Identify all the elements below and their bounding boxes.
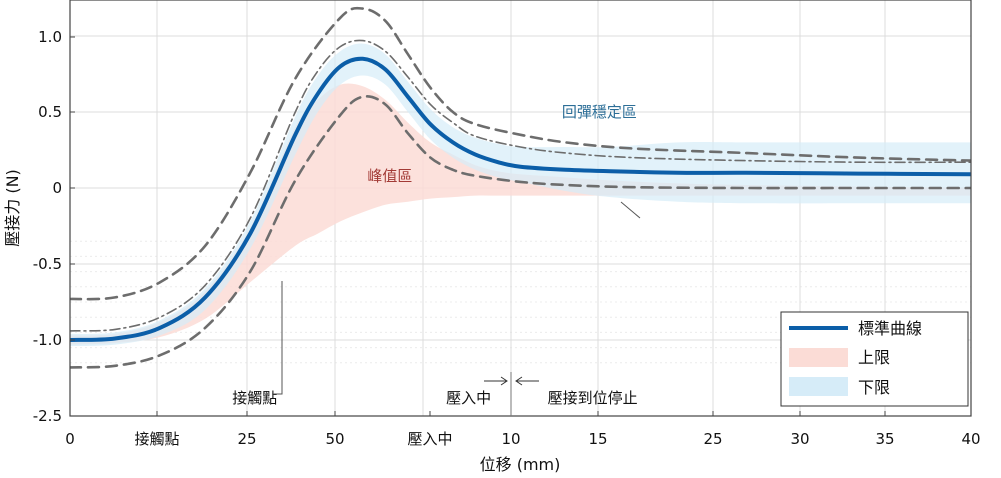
standard-curve-line — [70, 56, 971, 342]
annotation-3: 壓入中 — [446, 389, 491, 407]
x-tick-label-9: 35 — [875, 430, 894, 448]
x-tick-label-10: 40 — [961, 430, 980, 448]
contact-point-leader — [272, 281, 283, 395]
lower-limit-band — [70, 43, 971, 347]
bands — [70, 43, 971, 347]
x-tick-label-6: 15 — [588, 430, 607, 448]
legend-label-0: 標準曲線 — [858, 319, 922, 338]
y-axis-title: 壓接力 (N) — [3, 169, 22, 247]
annotation-2: 接觸點 — [232, 389, 277, 407]
x-tick-label-3: 50 — [325, 430, 344, 448]
annotation-0: 回彈穩定區 — [562, 103, 637, 121]
x-tick-label-8: 30 — [790, 430, 809, 448]
x-tick-label-5: 10 — [501, 430, 520, 448]
y-tick-label-4: -1.0 — [33, 331, 62, 349]
dash-dot-limit-line — [70, 39, 971, 332]
legend-label-1: 上限 — [858, 348, 890, 367]
y-tick-label-3: -0.5 — [33, 255, 62, 273]
outer-upper-dashed-line — [70, 6, 971, 301]
plot-frame — [69, 0, 972, 417]
x-tick-label-0: 0 — [65, 430, 75, 448]
stable-zone-leader — [620, 201, 641, 219]
legend-label-2: 下限 — [858, 378, 890, 397]
y-tick-label-1: 0.5 — [38, 103, 62, 121]
arrow-left — [515, 376, 539, 386]
y-tick-label-2: 0 — [52, 179, 62, 197]
outer-lower-dashed-line — [70, 95, 971, 369]
legend-swatch-1 — [789, 348, 848, 367]
x-tick-label-2: 25 — [237, 430, 256, 448]
legend-swatch-2 — [789, 377, 848, 396]
annotation-4: 壓接到位停止 — [548, 389, 638, 407]
legend: 標準曲線 上限 下限 — [780, 311, 969, 407]
y-tick-label-5: -2.5 — [33, 407, 62, 425]
x-tick-label-7: 25 — [703, 430, 722, 448]
arrow-right — [484, 376, 508, 386]
y-tick-label-0: 1.0 — [38, 28, 62, 46]
x-tick-label-4: 壓入中 — [407, 430, 452, 448]
x-axis-title: 位移 (mm) — [480, 455, 561, 474]
annotation-1: 峰值區 — [367, 167, 412, 185]
x-tick-label-1: 接觸點 — [134, 430, 179, 448]
series-lines — [70, 6, 971, 369]
axis-ticks: 0 接觸點 25 50 壓入中 10 15 25 30 35 40 1.0 0.5 0 -0.5 -1.0 -2… — [33, 28, 981, 448]
